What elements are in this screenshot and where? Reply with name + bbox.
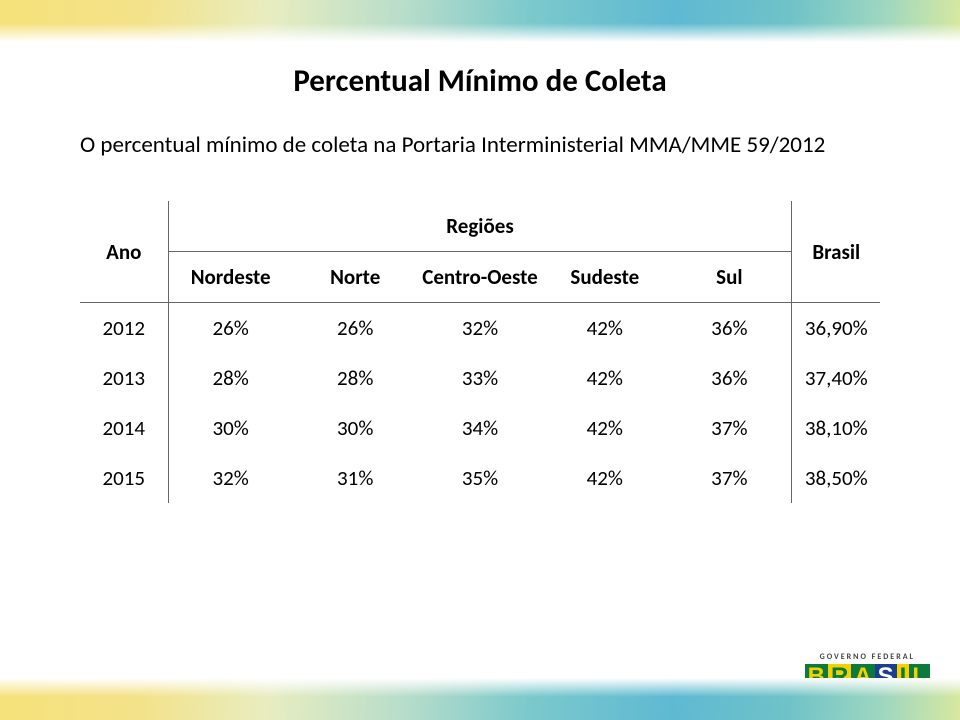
cell: 42% bbox=[542, 353, 667, 403]
cell: 35% bbox=[418, 453, 543, 503]
cell: 42% bbox=[542, 303, 667, 354]
table-row: 2013 28% 28% 33% 42% 36% 37,40% bbox=[80, 353, 880, 403]
cell: 26% bbox=[293, 303, 418, 354]
slide-content: Percentual Mínimo de Coleta O percentual… bbox=[80, 62, 880, 503]
cell-brasil: 37,40% bbox=[792, 353, 880, 403]
cell-brasil: 38,50% bbox=[792, 453, 880, 503]
th-sul: Sul bbox=[667, 252, 792, 303]
cell: 34% bbox=[418, 403, 543, 453]
th-brasil: Brasil bbox=[792, 201, 880, 303]
cell: 42% bbox=[542, 403, 667, 453]
cell: 42% bbox=[542, 453, 667, 503]
th-regioes: Regiões bbox=[168, 201, 792, 252]
table-body: 2012 26% 26% 32% 42% 36% 36,90% 2013 28%… bbox=[80, 303, 880, 504]
table-row: 2012 26% 26% 32% 42% 36% 36,90% bbox=[80, 303, 880, 354]
th-norte: Norte bbox=[293, 252, 418, 303]
logo-brasil-gov: GOVERNO FEDERAL bbox=[820, 653, 915, 661]
cell-ano: 2014 bbox=[80, 403, 168, 453]
th-centro-oeste: Centro-Oeste bbox=[418, 252, 543, 303]
cell: 30% bbox=[293, 403, 418, 453]
cell-ano: 2012 bbox=[80, 303, 168, 354]
cell: 28% bbox=[168, 353, 293, 403]
table-row: 2015 32% 31% 35% 42% 37% 38,50% bbox=[80, 453, 880, 503]
top-gradient-band bbox=[0, 0, 960, 42]
cell: 28% bbox=[293, 353, 418, 403]
cell-ano: 2015 bbox=[80, 453, 168, 503]
cell: 37% bbox=[667, 403, 792, 453]
th-nordeste: Nordeste bbox=[168, 252, 293, 303]
cell-ano: 2013 bbox=[80, 353, 168, 403]
cell: 32% bbox=[168, 453, 293, 503]
table-row: 2014 30% 30% 34% 42% 37% 38,10% bbox=[80, 403, 880, 453]
intro-paragraph: O percentual mínimo de coleta na Portari… bbox=[80, 130, 880, 161]
cell-brasil: 36,90% bbox=[792, 303, 880, 354]
page-title: Percentual Mínimo de Coleta bbox=[80, 62, 880, 100]
cell: 37% bbox=[667, 453, 792, 503]
cell: 33% bbox=[418, 353, 543, 403]
th-ano: Ano bbox=[80, 201, 168, 303]
cell: 31% bbox=[293, 453, 418, 503]
cell: 36% bbox=[667, 353, 792, 403]
cell-brasil: 38,10% bbox=[792, 403, 880, 453]
cell: 30% bbox=[168, 403, 293, 453]
cell: 32% bbox=[418, 303, 543, 354]
coleta-table: Ano Regiões Brasil Nordeste Norte Centro… bbox=[80, 201, 880, 503]
bottom-gradient-band bbox=[0, 678, 960, 720]
cell: 26% bbox=[168, 303, 293, 354]
cell: 36% bbox=[667, 303, 792, 354]
th-sudeste: Sudeste bbox=[542, 252, 667, 303]
